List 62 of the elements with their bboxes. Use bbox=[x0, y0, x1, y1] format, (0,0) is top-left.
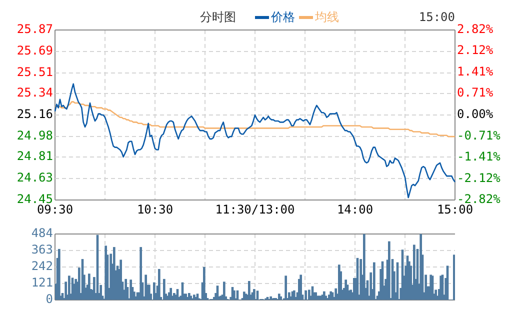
bar bbox=[248, 280, 250, 300]
y2-tick-label: 2.12% bbox=[457, 43, 494, 58]
x-tick-label: 11:30/13:00 bbox=[215, 202, 295, 216]
bar bbox=[253, 289, 256, 300]
y-tick-label: 24.63 bbox=[16, 170, 53, 185]
bar bbox=[140, 247, 142, 300]
bar bbox=[163, 278, 166, 300]
bar bbox=[324, 296, 327, 300]
bar bbox=[233, 290, 236, 300]
y2-tick-label: 0.00% bbox=[457, 107, 494, 122]
bar bbox=[124, 278, 127, 300]
x-tick-label: 09:30 bbox=[36, 202, 74, 216]
y-tick-label: 25.69 bbox=[16, 44, 53, 58]
y2-tick-label: -1.41% bbox=[457, 150, 502, 164]
bar bbox=[284, 276, 287, 300]
y2-tick-label: -0.71% bbox=[457, 128, 502, 143]
bar bbox=[413, 244, 416, 300]
bar bbox=[344, 280, 347, 300]
bar bbox=[144, 274, 147, 300]
y-tick-label: 25.16 bbox=[16, 107, 53, 122]
bar bbox=[104, 246, 107, 300]
x-tick-label: 10:30 bbox=[136, 202, 174, 216]
bar bbox=[373, 262, 376, 300]
legend-label: 均线 bbox=[314, 10, 339, 24]
chart-title: 分时图 bbox=[200, 10, 236, 24]
y-tick-label: 0 bbox=[46, 292, 53, 306]
x-tick-label: 14:00 bbox=[336, 202, 374, 216]
bar bbox=[68, 276, 70, 300]
y-tick-label: 25.34 bbox=[16, 86, 53, 100]
bar bbox=[158, 268, 160, 300]
bar bbox=[203, 266, 206, 300]
bar bbox=[363, 234, 366, 300]
bar bbox=[130, 280, 132, 300]
bar bbox=[388, 241, 390, 300]
bar bbox=[304, 290, 307, 300]
y2-tick-label: 0.71% bbox=[457, 86, 494, 100]
y-tick-label: 25.87 bbox=[16, 22, 53, 36]
bar bbox=[88, 274, 90, 300]
bar bbox=[420, 234, 422, 300]
y-tick-label: 121 bbox=[31, 276, 53, 290]
bar bbox=[453, 254, 455, 300]
bar bbox=[223, 282, 226, 300]
y2-tick-label: 2.82% bbox=[457, 22, 494, 36]
bar bbox=[190, 296, 192, 300]
bar bbox=[153, 282, 156, 300]
y-tick-label: 24.81 bbox=[16, 149, 53, 164]
y-tick-label: 363 bbox=[31, 242, 53, 257]
y-tick-label: 25.51 bbox=[16, 65, 53, 80]
y2-tick-label: 1.41% bbox=[457, 64, 494, 79]
bar bbox=[120, 260, 122, 300]
y-tick-label: 484 bbox=[31, 226, 53, 240]
legend-label: 价格 bbox=[270, 10, 295, 24]
bar bbox=[300, 274, 302, 300]
y-tick-label: 24.98 bbox=[16, 128, 53, 143]
bar bbox=[170, 288, 172, 300]
y2-tick-label: -2.12% bbox=[457, 171, 502, 186]
y-tick-label: 242 bbox=[31, 259, 53, 274]
bar bbox=[58, 248, 60, 300]
bar bbox=[308, 290, 310, 300]
bar bbox=[280, 296, 282, 300]
text: 15:00 bbox=[418, 10, 455, 24]
x-tick-label: 15:00 bbox=[436, 202, 474, 216]
